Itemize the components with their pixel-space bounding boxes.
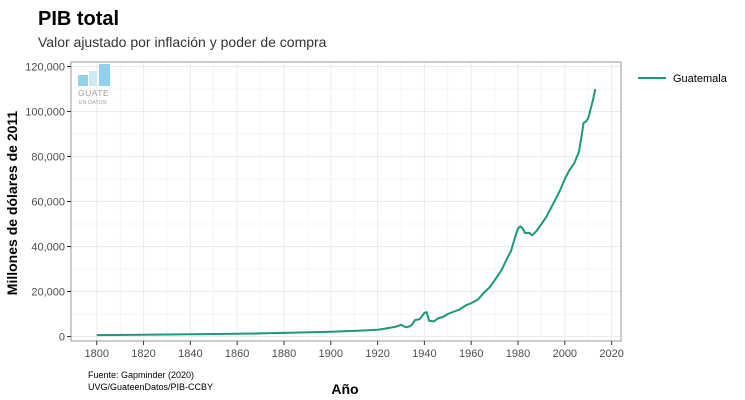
- logo-text-line2: EN DATOS: [79, 100, 107, 106]
- y-tick-label: 100,000: [25, 107, 65, 119]
- legend-label-guatemala: Guatemala: [673, 73, 728, 85]
- chart-subtitle: Valor ajustado por inflación y poder de …: [38, 34, 327, 50]
- x-tick-label: 2020: [599, 348, 623, 360]
- source-line-2: UVG/GuateenDatos/PIB-CCBY: [88, 382, 213, 392]
- x-tick-label: 1920: [365, 348, 389, 360]
- x-tick-label: 1840: [178, 348, 202, 360]
- y-axis-label: Millones de dólares de 2011: [4, 111, 20, 296]
- x-tick-label: 1960: [459, 348, 483, 360]
- logo-bar-2: [89, 71, 97, 86]
- y-tick-label: 120,000: [25, 62, 65, 74]
- axis-layer: 0 20,000 40,000 60,000 80,000 100,000 120,000 1…: [25, 62, 624, 361]
- x-tick-label: 1940: [412, 348, 436, 360]
- chart-title: PIB total: [38, 8, 120, 30]
- logo-bar-1: [78, 75, 88, 86]
- y-tick-label: 20,000: [31, 287, 65, 299]
- x-tick-label: 1980: [506, 348, 530, 360]
- series-layer: [96, 88, 597, 337]
- x-tick-label: 1900: [319, 348, 343, 360]
- y-tick-label: 40,000: [31, 242, 65, 254]
- x-tick-label: 1820: [131, 348, 155, 360]
- guate-en-datos-logo: GUATE EN DATOS: [78, 64, 110, 106]
- legend: Guatemala: [638, 73, 728, 85]
- x-tick-label: 1800: [85, 348, 109, 360]
- y-tick-label: 60,000: [31, 197, 65, 209]
- logo-text-line1: GUATE: [78, 88, 109, 98]
- x-tick-label: 2000: [553, 348, 577, 360]
- x-tick-label: 1860: [225, 348, 249, 360]
- grid-layer: [71, 62, 621, 341]
- x-axis-label: Año: [331, 381, 358, 397]
- logo-bar-3: [99, 64, 110, 86]
- x-tick-label: 1880: [272, 348, 296, 360]
- y-tick-label: 0: [59, 332, 65, 344]
- y-tick-label: 80,000: [31, 152, 65, 164]
- series-line-guatemala: [96, 88, 597, 337]
- source-line-1: Fuente: Gapminder (2020): [88, 370, 194, 380]
